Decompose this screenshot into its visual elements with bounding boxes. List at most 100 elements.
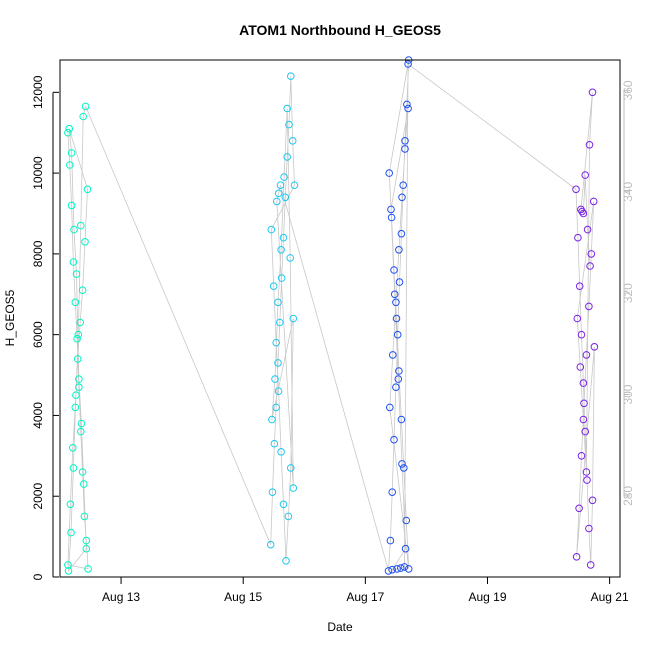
data-point: [395, 367, 403, 375]
data-point: [75, 375, 83, 383]
data-point: [272, 338, 281, 347]
data-point: [386, 536, 395, 545]
data-point: [81, 102, 90, 111]
data-point: [268, 488, 277, 497]
data-point: [387, 205, 395, 214]
data-point: [267, 225, 276, 234]
y2-tick-label: 320: [621, 283, 635, 303]
data-point: [67, 201, 76, 210]
data-point: [387, 213, 396, 222]
data-point: [281, 193, 290, 202]
data-point: [289, 314, 298, 323]
data-point: [266, 540, 275, 549]
data-point: [276, 318, 284, 327]
data-point: [76, 318, 84, 327]
data-point: [66, 500, 75, 509]
data-point: [589, 197, 598, 206]
data-point: [286, 254, 295, 262]
series-transit-line: [407, 63, 577, 190]
data-point: [397, 415, 406, 424]
data-point: [82, 536, 91, 545]
x-tick-label: Aug 21: [591, 590, 629, 604]
data-point: [582, 351, 591, 359]
data-point: [575, 282, 584, 291]
data-point: [395, 278, 404, 286]
data-point: [77, 419, 86, 428]
data-point: [393, 565, 401, 573]
data-point: [392, 298, 400, 307]
data-point: [392, 383, 400, 392]
data-point: [69, 444, 77, 452]
data-point: [400, 464, 408, 472]
data-point: [390, 290, 399, 299]
data-point: [290, 181, 299, 189]
data-point: [67, 149, 76, 157]
data-point: [277, 246, 285, 254]
data-point: [274, 359, 282, 367]
y-tick-label: 10000: [31, 156, 45, 190]
y2-tick-label: 280: [621, 486, 635, 506]
data-point: [573, 314, 582, 323]
data-point: [80, 480, 88, 488]
data-point: [284, 512, 293, 521]
data-point: [390, 435, 398, 444]
x-tick-label: Aug 19: [468, 590, 506, 604]
data-point: [586, 262, 594, 270]
data-point: [392, 314, 401, 323]
data-point: [579, 415, 588, 424]
data-point: [78, 468, 87, 476]
data-point: [82, 544, 91, 553]
data-point: [282, 557, 290, 565]
data-point: [389, 351, 397, 359]
y-tick-label: 8000: [31, 240, 45, 267]
data-point: [289, 484, 298, 492]
data-point: [274, 298, 282, 307]
data-point: [73, 355, 82, 363]
data-point: [279, 500, 288, 509]
data-point: [400, 563, 409, 571]
data-point: [388, 488, 397, 497]
data-point: [388, 565, 397, 574]
data-point: [583, 476, 591, 484]
data-point: [78, 286, 87, 295]
data-point: [581, 171, 590, 179]
data-point: [590, 343, 599, 351]
data-point: [274, 189, 283, 198]
data-point: [398, 193, 406, 202]
data-point: [585, 524, 593, 533]
data-point: [271, 375, 279, 383]
y-axis-label: H_GEOS5: [3, 289, 17, 346]
data-point: [395, 246, 403, 254]
data-point: [72, 270, 81, 278]
data-point: [384, 567, 393, 575]
trajectory-lines: [67, 59, 595, 573]
data-point: [276, 181, 285, 189]
data-point: [578, 207, 586, 216]
data-point: [285, 120, 293, 129]
data-point: [64, 567, 73, 575]
y2-axis: 280 300 320 340 360: [621, 80, 635, 506]
data-point: [277, 274, 286, 282]
y-axis: 0 2000 4000 6000 8000 10000 12000: [31, 75, 59, 580]
data-point: [401, 137, 409, 145]
data-point: [576, 363, 585, 371]
data-point: [572, 553, 581, 561]
data-point: [287, 464, 295, 472]
data-point: [71, 298, 80, 307]
series-transit-line: [85, 106, 272, 545]
data-point: [579, 209, 588, 218]
series-3-trace: [388, 59, 410, 571]
data-point: [279, 233, 288, 242]
data-point: [277, 448, 285, 456]
data-point: [404, 60, 412, 68]
data-point: [280, 173, 288, 181]
data-point: [64, 561, 72, 569]
data-point: [74, 330, 83, 339]
data-point: [69, 258, 78, 266]
data-point: [397, 564, 405, 572]
chart-title: ATOM1 Northbound H_GEOS5: [239, 22, 441, 38]
data-point: [577, 452, 586, 460]
data-point: [588, 496, 597, 505]
data-points: [64, 56, 599, 575]
